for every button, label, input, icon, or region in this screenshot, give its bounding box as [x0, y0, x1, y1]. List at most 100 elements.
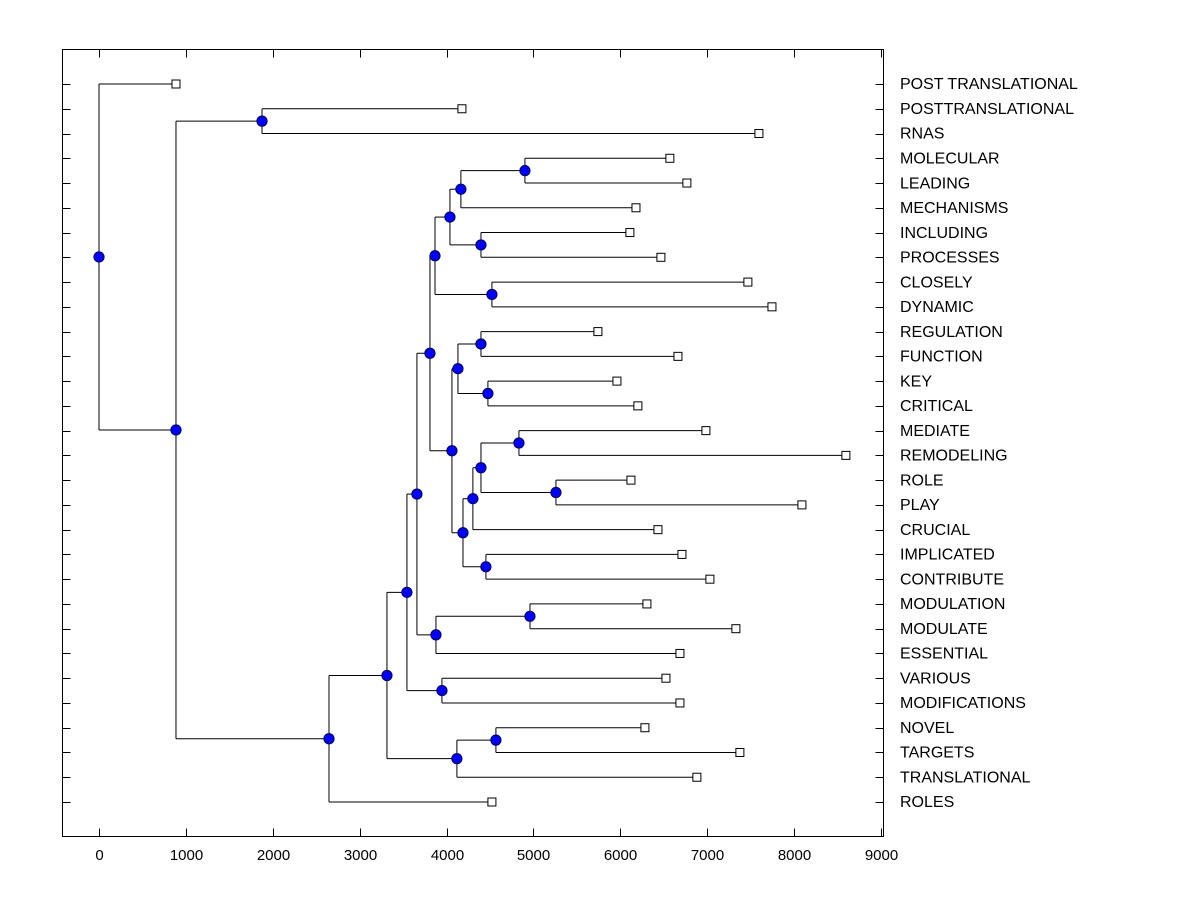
- leaf-label: REGULATION: [900, 324, 1003, 341]
- leaf-marker: [656, 252, 666, 262]
- leaf-marker: [705, 574, 715, 584]
- leaf-marker: [642, 599, 652, 609]
- leaf-label: MEDIATE: [900, 423, 970, 440]
- merge-node: [482, 387, 494, 400]
- leaf-marker: [675, 698, 685, 708]
- leaf-label: INCLUDING: [900, 225, 988, 242]
- merge-node: [93, 251, 105, 263]
- merge-node: [444, 211, 456, 223]
- merge-nodes: [93, 115, 562, 765]
- leaf-marker: [743, 277, 753, 287]
- x-tick-label: 4000: [431, 847, 464, 864]
- leaf-marker: [797, 500, 807, 510]
- merge-node: [323, 733, 335, 745]
- leaf-labels: POST TRANSLATIONAL POSTTRANSLATIONAL RNAS M…: [900, 76, 1078, 811]
- leaf-marker: [631, 203, 641, 213]
- leaf-marker: [675, 648, 685, 658]
- leaf-label: CRUCIAL: [900, 522, 970, 539]
- x-tick-label: 7000: [691, 847, 724, 864]
- leaf-marker: [593, 327, 603, 337]
- x-tick-label: 6000: [604, 847, 637, 864]
- leaf-label: ROLES: [900, 794, 954, 811]
- x-tick-label: 3000: [344, 847, 377, 864]
- merge-node: [411, 488, 423, 500]
- merge-node: [457, 527, 469, 539]
- leaf-label: FUNCTION: [900, 349, 983, 366]
- leaf-marker: [701, 426, 711, 436]
- leaf-label: CLOSELY: [900, 274, 973, 291]
- leaf-marker: [640, 723, 650, 733]
- merge-node: [513, 437, 525, 449]
- leaf-marker: [692, 772, 702, 782]
- merge-node: [475, 462, 487, 474]
- merge-node: [430, 629, 442, 641]
- merge-node: [475, 338, 487, 350]
- merge-node: [524, 610, 536, 622]
- merge-node: [424, 347, 436, 359]
- leaf-marker: [171, 79, 181, 89]
- merge-node: [436, 684, 448, 697]
- leaf-marker: [653, 525, 663, 535]
- leaf-label: REMODELING: [900, 448, 1008, 465]
- leaf-label: LEADING: [900, 175, 970, 192]
- merge-node: [550, 486, 562, 499]
- x-tick-label: 0: [95, 847, 103, 864]
- x-axis-tick-labels: 0 1000 2000 3000 4000 5000 6000 7000 8000 9000: [95, 847, 898, 864]
- merge-node: [475, 239, 487, 251]
- leaf-marker: [625, 228, 635, 238]
- leaf-markers: [171, 79, 851, 807]
- merge-node: [467, 493, 479, 505]
- leaf-marker: [633, 401, 643, 411]
- merge-node: [480, 561, 492, 573]
- leaf-label: ROLE: [900, 472, 944, 489]
- leaf-marker: [731, 624, 741, 634]
- leaf-marker: [754, 129, 764, 139]
- leaf-label: MODULATION: [900, 596, 1005, 613]
- leaf-label: CRITICAL: [900, 398, 973, 415]
- merge-node: [451, 753, 463, 765]
- leaf-label: TARGETS: [900, 745, 974, 762]
- leaf-label: PROCESSES: [900, 250, 1000, 267]
- leaf-label: POSTTRANSLATIONAL: [900, 101, 1074, 118]
- merge-node: [486, 288, 498, 301]
- merge-node: [256, 115, 268, 127]
- merge-node: [455, 183, 467, 195]
- dendrogram-branches: [98, 83, 846, 803]
- leaf-label: CONTRIBUTE: [900, 571, 1004, 588]
- leaf-label: TRANSLATIONAL: [900, 769, 1031, 786]
- x-tick-label: 5000: [517, 847, 550, 864]
- leaf-marker: [665, 153, 675, 163]
- merge-node: [452, 363, 464, 375]
- leaf-label: MECHANISMS: [900, 200, 1008, 217]
- leaf-label: IMPLICATED: [900, 547, 995, 564]
- leaf-marker: [677, 549, 687, 559]
- axis-ticks: [62, 49, 884, 837]
- leaf-label: VARIOUS: [900, 670, 971, 687]
- leaf-marker: [735, 747, 745, 757]
- merge-node: [170, 424, 182, 436]
- leaf-marker: [457, 104, 467, 114]
- x-tick-label: 8000: [778, 847, 811, 864]
- leaf-marker: [626, 475, 636, 485]
- merge-node: [446, 445, 458, 457]
- leaf-label: RNAS: [900, 126, 944, 143]
- leaf-label: KEY: [900, 373, 932, 390]
- leaf-label: PLAY: [900, 497, 940, 514]
- leaf-marker: [841, 450, 851, 460]
- leaf-marker: [682, 178, 692, 188]
- leaf-marker: [767, 302, 777, 312]
- leaf-label: POST TRANSLATIONAL: [900, 76, 1078, 93]
- leaf-label: ESSENTIAL: [900, 646, 988, 663]
- leaf-marker: [661, 673, 671, 683]
- merge-node: [429, 250, 441, 262]
- x-tick-label: 1000: [170, 847, 203, 864]
- merge-node: [401, 586, 413, 598]
- merge-node: [490, 734, 502, 746]
- plot-frame: [62, 49, 884, 837]
- x-tick-label: 9000: [865, 847, 898, 864]
- leaf-label: MODULATE: [900, 621, 988, 638]
- leaf-label: NOVEL: [900, 720, 954, 737]
- leaf-label: MODIFICATIONS: [900, 695, 1026, 712]
- leaf-marker: [673, 351, 683, 361]
